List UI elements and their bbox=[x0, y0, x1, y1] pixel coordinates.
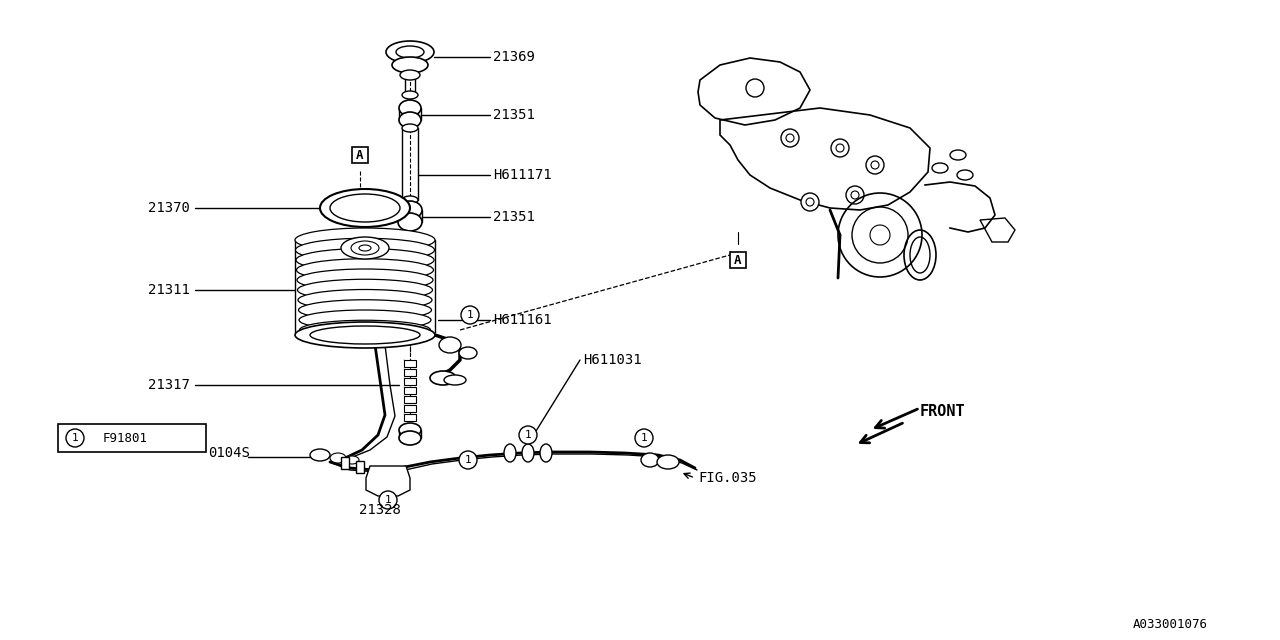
Text: 21369: 21369 bbox=[493, 50, 535, 64]
Ellipse shape bbox=[402, 124, 419, 132]
Polygon shape bbox=[366, 466, 410, 496]
Ellipse shape bbox=[294, 228, 435, 252]
Bar bbox=[58, 424, 206, 452]
Ellipse shape bbox=[522, 444, 534, 462]
Ellipse shape bbox=[310, 326, 420, 344]
Circle shape bbox=[67, 429, 84, 447]
Ellipse shape bbox=[396, 46, 424, 58]
Circle shape bbox=[518, 426, 538, 444]
Ellipse shape bbox=[398, 213, 422, 231]
Ellipse shape bbox=[320, 189, 410, 227]
Bar bbox=[404, 396, 416, 403]
Ellipse shape bbox=[296, 248, 434, 271]
Text: 0104S: 0104S bbox=[209, 446, 250, 460]
Bar bbox=[340, 457, 349, 469]
Text: 21351: 21351 bbox=[493, 210, 535, 224]
Text: 1: 1 bbox=[465, 455, 471, 465]
Circle shape bbox=[870, 161, 879, 169]
Bar bbox=[352, 147, 369, 163]
Ellipse shape bbox=[294, 322, 435, 348]
Circle shape bbox=[461, 306, 479, 324]
Ellipse shape bbox=[330, 453, 346, 463]
Text: 21351: 21351 bbox=[493, 108, 535, 122]
Ellipse shape bbox=[504, 444, 516, 462]
Text: FRONT: FRONT bbox=[920, 404, 965, 419]
Ellipse shape bbox=[330, 194, 401, 222]
Ellipse shape bbox=[346, 456, 358, 464]
Ellipse shape bbox=[444, 375, 466, 385]
Bar bbox=[404, 378, 416, 385]
Ellipse shape bbox=[296, 238, 434, 262]
Ellipse shape bbox=[540, 444, 552, 462]
Text: 21328: 21328 bbox=[360, 503, 401, 517]
Ellipse shape bbox=[460, 347, 477, 359]
Circle shape bbox=[460, 451, 477, 469]
Ellipse shape bbox=[430, 371, 456, 385]
Bar bbox=[404, 405, 416, 412]
Ellipse shape bbox=[310, 449, 330, 461]
Circle shape bbox=[786, 134, 794, 142]
Ellipse shape bbox=[439, 337, 461, 353]
Ellipse shape bbox=[297, 259, 434, 281]
Bar bbox=[404, 414, 416, 421]
Text: FIG.035: FIG.035 bbox=[698, 471, 756, 485]
Circle shape bbox=[801, 193, 819, 211]
Ellipse shape bbox=[392, 57, 428, 73]
Ellipse shape bbox=[399, 112, 421, 128]
Bar bbox=[730, 252, 746, 268]
Circle shape bbox=[781, 129, 799, 147]
Circle shape bbox=[806, 198, 814, 206]
Circle shape bbox=[379, 491, 397, 509]
Ellipse shape bbox=[641, 453, 659, 467]
Ellipse shape bbox=[657, 455, 678, 469]
Ellipse shape bbox=[300, 310, 431, 330]
Text: 21311: 21311 bbox=[148, 283, 189, 297]
Ellipse shape bbox=[298, 300, 431, 320]
Bar bbox=[404, 369, 416, 376]
Ellipse shape bbox=[399, 100, 421, 116]
Circle shape bbox=[635, 429, 653, 447]
Ellipse shape bbox=[297, 269, 433, 291]
Text: 21370: 21370 bbox=[148, 201, 189, 215]
Ellipse shape bbox=[351, 241, 379, 255]
Ellipse shape bbox=[297, 279, 433, 301]
Circle shape bbox=[836, 144, 844, 152]
Ellipse shape bbox=[399, 431, 421, 445]
Text: H611161: H611161 bbox=[493, 313, 552, 327]
Text: A: A bbox=[356, 148, 364, 161]
Bar bbox=[404, 387, 416, 394]
Ellipse shape bbox=[399, 423, 421, 437]
Text: 1: 1 bbox=[72, 433, 78, 443]
Text: F91801: F91801 bbox=[102, 431, 148, 445]
Text: 1: 1 bbox=[467, 310, 474, 320]
Circle shape bbox=[851, 191, 859, 199]
Ellipse shape bbox=[300, 320, 430, 340]
Text: 1: 1 bbox=[384, 495, 392, 505]
Text: 21317: 21317 bbox=[148, 378, 189, 392]
Text: H611171: H611171 bbox=[493, 168, 552, 182]
Text: 1: 1 bbox=[640, 433, 648, 443]
Circle shape bbox=[831, 139, 849, 157]
Text: A: A bbox=[735, 253, 741, 266]
Ellipse shape bbox=[398, 201, 422, 219]
Text: 1: 1 bbox=[525, 430, 531, 440]
Ellipse shape bbox=[402, 91, 419, 99]
Ellipse shape bbox=[340, 237, 389, 259]
Ellipse shape bbox=[298, 289, 433, 310]
Ellipse shape bbox=[402, 196, 419, 204]
Bar bbox=[356, 461, 364, 473]
Circle shape bbox=[867, 156, 884, 174]
Text: H611031: H611031 bbox=[582, 353, 641, 367]
Text: A033001076: A033001076 bbox=[1133, 618, 1207, 632]
Bar bbox=[404, 360, 416, 367]
Ellipse shape bbox=[387, 41, 434, 63]
Ellipse shape bbox=[358, 245, 371, 251]
Ellipse shape bbox=[401, 70, 420, 80]
Circle shape bbox=[846, 186, 864, 204]
